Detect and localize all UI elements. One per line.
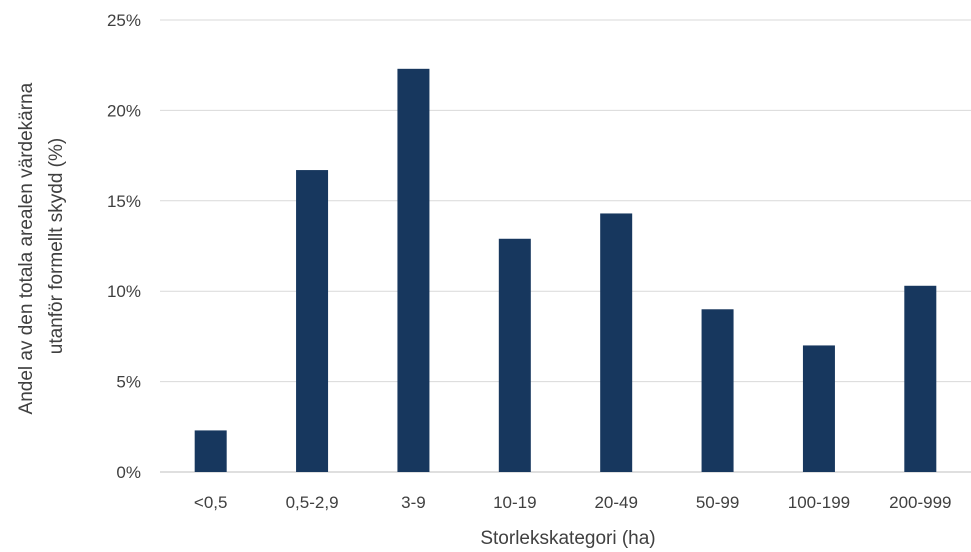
x-tick-label: 3-9 [401,493,426,512]
bar [701,309,734,472]
y-tick-label: 5% [116,373,141,392]
bar [397,68,430,472]
bar [498,238,531,472]
x-axis-title: Storlekskategori (ha) [480,528,655,549]
x-tick-label: <0,5 [194,493,228,512]
y-tick-label: 0% [116,463,141,482]
y-tick-label: 25% [107,11,141,30]
x-tick-label: 100-199 [788,493,850,512]
bar [296,170,329,472]
bar [600,213,633,472]
y-axis-title-line2: utanför formellt skydd (%) [46,138,67,354]
bar [802,345,835,472]
y-axis-title-line1: Andel av den totala arealen värdekärna [16,82,37,414]
y-tick-label: 10% [107,282,141,301]
y-axis-ticks: 0% 5% 10% 15% 20% 25% [107,11,141,482]
y-tick-label: 15% [107,192,141,211]
bars [194,68,937,472]
y-tick-label: 20% [107,101,141,120]
x-axis-ticks: <0,5 0,5-2,9 3-9 10-19 20-49 50-99 100-199 200-… [194,493,952,512]
x-tick-label: 0,5-2,9 [286,493,339,512]
gridlines [160,19,971,473]
x-tick-label: 50-99 [696,493,739,512]
y-axis-title: Andel av den totala arealen värdekärna u… [16,78,67,415]
bar [904,285,937,472]
x-tick-label: 10-19 [493,493,536,512]
x-tick-label: 20-49 [594,493,637,512]
bar [194,430,227,472]
x-tick-label: 200-999 [889,493,951,512]
